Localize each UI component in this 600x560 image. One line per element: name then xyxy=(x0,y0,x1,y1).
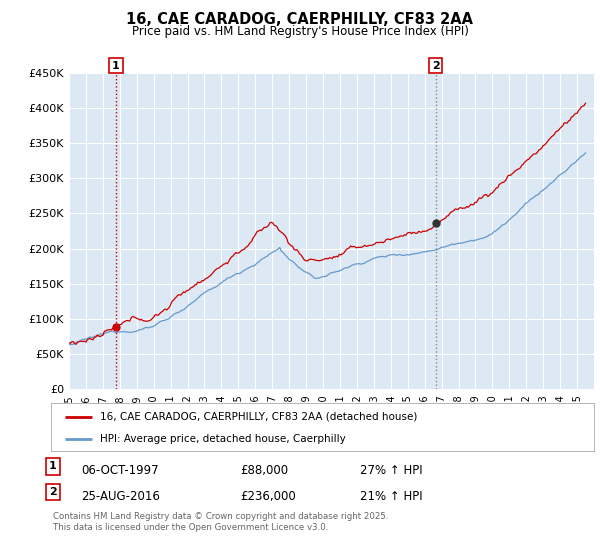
Text: 06-OCT-1997: 06-OCT-1997 xyxy=(81,464,158,477)
Text: Contains HM Land Registry data © Crown copyright and database right 2025.
This d: Contains HM Land Registry data © Crown c… xyxy=(53,512,388,532)
Text: 16, CAE CARADOG, CAERPHILLY, CF83 2AA (detached house): 16, CAE CARADOG, CAERPHILLY, CF83 2AA (d… xyxy=(100,412,417,422)
Text: 27% ↑ HPI: 27% ↑ HPI xyxy=(360,464,422,477)
Text: 21% ↑ HPI: 21% ↑ HPI xyxy=(360,490,422,503)
Text: Price paid vs. HM Land Registry's House Price Index (HPI): Price paid vs. HM Land Registry's House … xyxy=(131,25,469,38)
Text: HPI: Average price, detached house, Caerphilly: HPI: Average price, detached house, Caer… xyxy=(100,434,346,444)
Text: £88,000: £88,000 xyxy=(240,464,288,477)
Text: 25-AUG-2016: 25-AUG-2016 xyxy=(81,490,160,503)
Text: 1: 1 xyxy=(49,461,56,472)
Text: 2: 2 xyxy=(432,60,440,71)
Text: £236,000: £236,000 xyxy=(240,490,296,503)
Text: 16, CAE CARADOG, CAERPHILLY, CF83 2AA: 16, CAE CARADOG, CAERPHILLY, CF83 2AA xyxy=(127,12,473,27)
Text: 2: 2 xyxy=(49,487,56,497)
Text: 1: 1 xyxy=(112,60,120,71)
